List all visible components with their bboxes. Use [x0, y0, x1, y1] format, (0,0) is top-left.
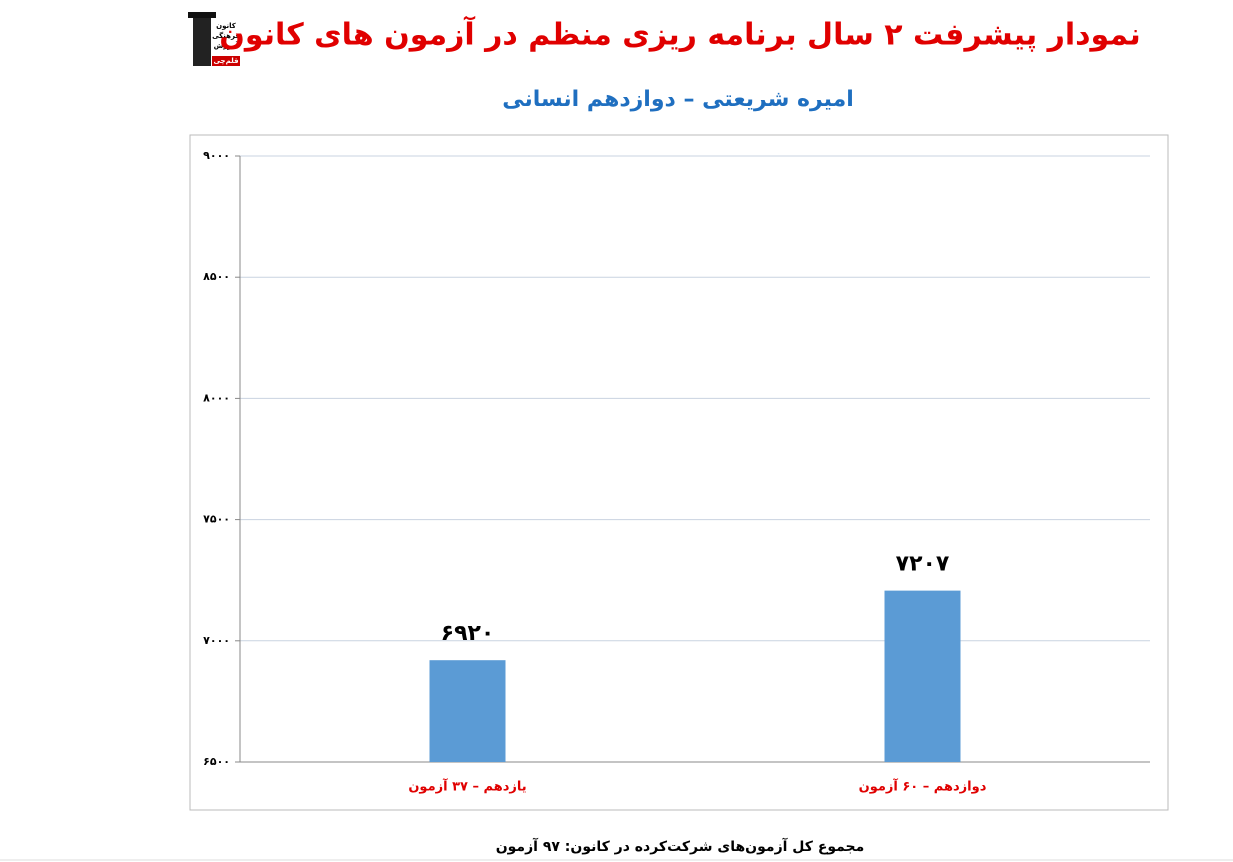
- chart-title: نمودار پیشرفت ۲ سال برنامه ریزی منظم در …: [219, 16, 1140, 53]
- logo-cap: [188, 12, 216, 18]
- logo-text: آموزش: [214, 41, 239, 50]
- logo-figure: [193, 14, 211, 66]
- y-tick-label: ۸۵۰۰: [203, 270, 230, 283]
- x-tick-label: دوازدهم – ۶۰ آزمون: [859, 778, 987, 795]
- logo-text: کانون: [216, 22, 237, 30]
- y-tick-label: ۷۵۰۰: [203, 513, 230, 526]
- logo-text: قلم‌چی: [213, 57, 238, 65]
- y-tick-label: ۷۰۰۰: [203, 634, 230, 647]
- footnote: مجموع کل آزمون‌های شرکت‌کرده در کانون: ۹…: [496, 837, 865, 855]
- logo-badge: [212, 56, 240, 66]
- y-tick-label: ۶۵۰۰: [203, 755, 230, 768]
- chart-subtitle: امیره شریعتی – دوازدهم انسانی: [502, 87, 854, 112]
- logo-text: فرهنگی: [212, 31, 240, 40]
- data-label: ۷۲۰۷: [896, 552, 950, 577]
- logo: کانون فرهنگی آموزش قلم‌چی: [188, 12, 240, 66]
- data-label: ۶۹۲۰: [441, 621, 495, 646]
- chart-frame: [189, 134, 1169, 811]
- y-tick-label: ۸۰۰۰: [203, 391, 230, 404]
- y-tick-label: ۹۰۰۰: [203, 149, 230, 162]
- x-tick-label: یازدهم – ۳۷ آزمون: [408, 778, 526, 795]
- bar: [429, 660, 506, 762]
- bar: [884, 590, 961, 762]
